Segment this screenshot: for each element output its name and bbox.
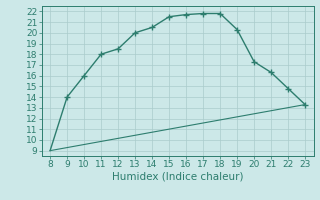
- X-axis label: Humidex (Indice chaleur): Humidex (Indice chaleur): [112, 172, 243, 182]
